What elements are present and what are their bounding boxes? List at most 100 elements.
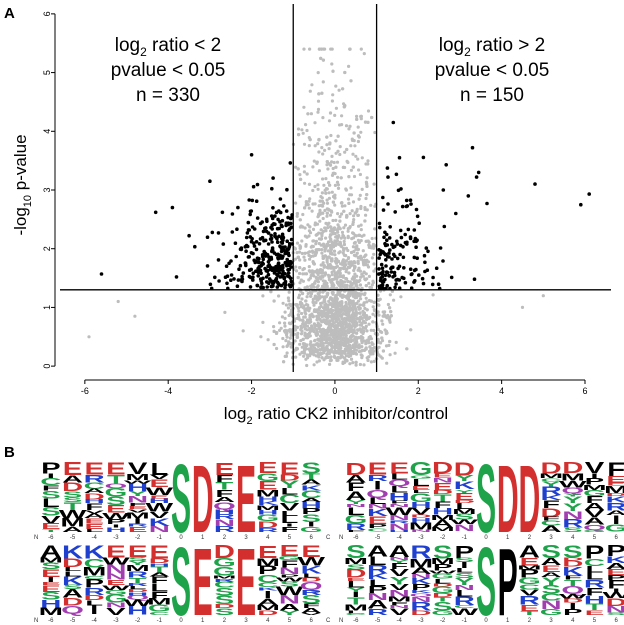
grey-point — [352, 174, 357, 179]
grey-point — [325, 242, 329, 246]
grey-point — [355, 323, 359, 327]
significant-point — [415, 214, 420, 219]
significant-point — [397, 278, 402, 282]
grey-point — [379, 341, 383, 345]
grey-point — [326, 249, 330, 253]
significant-point — [280, 241, 285, 245]
grey-point — [294, 165, 298, 169]
logo-letter: M — [125, 563, 149, 573]
grey-point — [394, 340, 398, 344]
logo-letter: I — [307, 521, 315, 528]
grey-point — [324, 221, 328, 225]
logo-letter: F — [347, 529, 365, 532]
logo-letter: V — [389, 606, 409, 617]
significant-point — [485, 201, 489, 206]
significant-point — [260, 281, 264, 286]
grey-point — [304, 243, 308, 247]
grey-point — [340, 204, 344, 208]
grey-point — [306, 223, 310, 227]
logo-letter: I — [352, 591, 360, 599]
grey-point — [325, 292, 329, 296]
logo-letter: M — [539, 473, 563, 480]
grey-point — [360, 354, 364, 358]
grey-point — [348, 193, 352, 197]
grey-point — [351, 328, 355, 332]
logo-letter: E — [606, 474, 624, 485]
grey-point — [340, 266, 344, 270]
significant-point — [392, 273, 397, 278]
grey-point — [314, 301, 318, 305]
logo-letter: D — [410, 610, 431, 617]
significant-point — [396, 266, 400, 271]
logo-letter: E — [106, 542, 126, 561]
grey-point — [336, 355, 340, 360]
logo-letter: G — [105, 592, 128, 605]
grey-point — [311, 227, 316, 231]
logo-letter: C — [149, 611, 170, 616]
logo-letter: H — [127, 481, 148, 493]
grey-point — [298, 194, 302, 198]
grey-point — [357, 240, 361, 244]
logo-letter: T — [64, 500, 83, 512]
y-axis-label: -log10 p-value — [11, 134, 34, 235]
significant-point — [236, 205, 240, 210]
significant-point — [385, 243, 390, 247]
grey-point — [335, 257, 339, 262]
grey-point — [316, 187, 320, 191]
significant-point — [275, 285, 280, 289]
logo-letter: F — [390, 500, 408, 505]
grey-point — [336, 308, 340, 312]
logo-letter: H — [410, 516, 431, 524]
significant-point — [434, 266, 439, 271]
logo-letter: F — [434, 500, 452, 510]
grey-point — [328, 324, 332, 328]
logo-letter: Q — [126, 595, 149, 601]
grey-point — [347, 354, 351, 358]
grey-point — [303, 258, 307, 262]
significant-point — [279, 223, 284, 228]
grey-point — [371, 279, 375, 283]
grey-point — [283, 316, 287, 320]
logo-letter: D — [257, 609, 278, 617]
grey-point — [317, 348, 322, 352]
significant-point — [250, 198, 255, 203]
logo-letter: E — [606, 568, 624, 577]
grey-point — [328, 213, 333, 217]
y-tick-label: 2 — [42, 246, 52, 251]
grey-point — [332, 329, 337, 333]
significant-point — [234, 254, 238, 259]
logo-letter: C — [84, 556, 105, 570]
grey-point — [360, 286, 364, 290]
logo-letter: L — [347, 610, 365, 615]
logo-letter: D — [432, 460, 453, 478]
grey-point — [320, 248, 324, 252]
significant-point — [380, 275, 385, 279]
logo-letter: L — [150, 582, 168, 594]
logo-letter: E — [541, 563, 561, 574]
logo-letter: G — [431, 585, 454, 596]
significant-point — [289, 216, 294, 220]
grey-point — [351, 165, 355, 169]
significant-point — [386, 175, 390, 179]
grey-point — [325, 187, 329, 191]
logo-letter: S — [128, 556, 148, 562]
significant-point — [170, 205, 175, 210]
significant-point — [286, 215, 290, 220]
logo-letter: S — [346, 542, 366, 562]
grey-point — [311, 271, 315, 276]
logo-letter: S — [301, 460, 321, 478]
grey-point — [356, 299, 361, 303]
grey-point — [354, 281, 358, 285]
grey-point — [355, 317, 359, 321]
grey-point — [331, 69, 335, 73]
grey-point — [360, 156, 364, 160]
grey-point — [320, 199, 325, 203]
grey-point — [351, 361, 355, 365]
significant-point — [422, 253, 427, 258]
logo-position-label: -5 — [375, 618, 381, 624]
logo-letter: K — [454, 479, 475, 492]
grey-point — [368, 345, 372, 349]
grey-point — [388, 353, 392, 357]
grey-point — [349, 346, 353, 350]
grey-point — [358, 319, 362, 324]
